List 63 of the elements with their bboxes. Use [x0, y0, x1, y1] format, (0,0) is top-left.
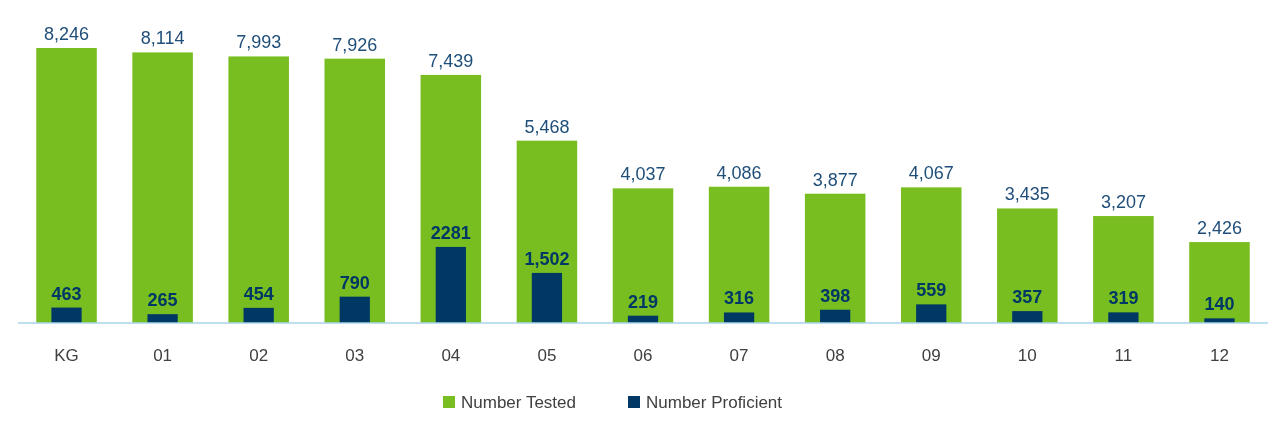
- data-label: 463: [51, 283, 82, 304]
- data-label: 7,993: [236, 32, 282, 53]
- data-label: 4,037: [620, 164, 666, 185]
- data-label: 1,502: [524, 248, 570, 269]
- x-tick-label: 01: [153, 346, 173, 365]
- data-label: 316: [724, 288, 755, 309]
- data-label: 7,439: [428, 50, 474, 71]
- bar: [531, 272, 563, 323]
- data-label: 4,067: [908, 163, 954, 184]
- x-tick-label: 05: [537, 346, 557, 365]
- bar: [324, 58, 386, 323]
- data-label: 319: [1108, 288, 1139, 309]
- bar: [900, 187, 962, 323]
- data-label: 2,426: [1196, 218, 1242, 239]
- data-label: 265: [147, 290, 178, 311]
- bar: [997, 208, 1058, 323]
- data-label: 454: [243, 283, 274, 304]
- bar: [243, 307, 274, 323]
- bar: [132, 52, 193, 323]
- bar: [1108, 312, 1139, 323]
- bar: [51, 307, 82, 323]
- data-label: 790: [339, 272, 370, 293]
- bar: [36, 48, 97, 323]
- bar: [1012, 311, 1043, 323]
- bar: [916, 304, 947, 323]
- x-tick-label: 03: [345, 346, 365, 365]
- x-tick-label: 10: [1017, 346, 1037, 365]
- data-label: 357: [1012, 287, 1043, 308]
- data-label: 398: [820, 285, 851, 306]
- data-label: 559: [916, 280, 947, 301]
- data-label: 8,246: [44, 24, 90, 44]
- bar: [612, 188, 674, 323]
- legend-label: Number Proficient: [646, 393, 783, 412]
- data-label: 219: [627, 291, 659, 312]
- x-tick-label: 09: [921, 346, 941, 365]
- data-label: 8,114: [140, 28, 185, 49]
- x-tick-label: KG: [54, 346, 79, 365]
- data-label: 7,926: [332, 34, 378, 55]
- x-tick-label: 11: [1114, 346, 1133, 365]
- x-tick-label: 07: [729, 346, 749, 365]
- data-label: 3,207: [1100, 192, 1146, 213]
- data-label: 2281: [430, 222, 471, 243]
- x-tick-label: 12: [1210, 346, 1229, 365]
- x-tick-label: 06: [633, 346, 653, 365]
- bar: [804, 193, 866, 323]
- x-tick-label: 08: [825, 346, 845, 365]
- bar: [708, 186, 770, 323]
- bar: [228, 56, 289, 323]
- bar: [723, 312, 755, 323]
- bar: [820, 309, 851, 323]
- data-label: 5,468: [524, 116, 570, 137]
- legend-label: Number Tested: [461, 393, 576, 412]
- bar: [1093, 216, 1154, 323]
- bar: [339, 296, 370, 323]
- x-tick-label: 02: [249, 346, 269, 365]
- x-tick-label: 04: [441, 346, 461, 365]
- data-label: 3,435: [1004, 184, 1050, 205]
- data-label: 140: [1204, 294, 1235, 315]
- data-label: 3,877: [812, 169, 858, 190]
- bar: [435, 246, 466, 323]
- data-label: 4,086: [716, 162, 762, 183]
- bar: [147, 314, 178, 323]
- bar: [1189, 242, 1250, 323]
